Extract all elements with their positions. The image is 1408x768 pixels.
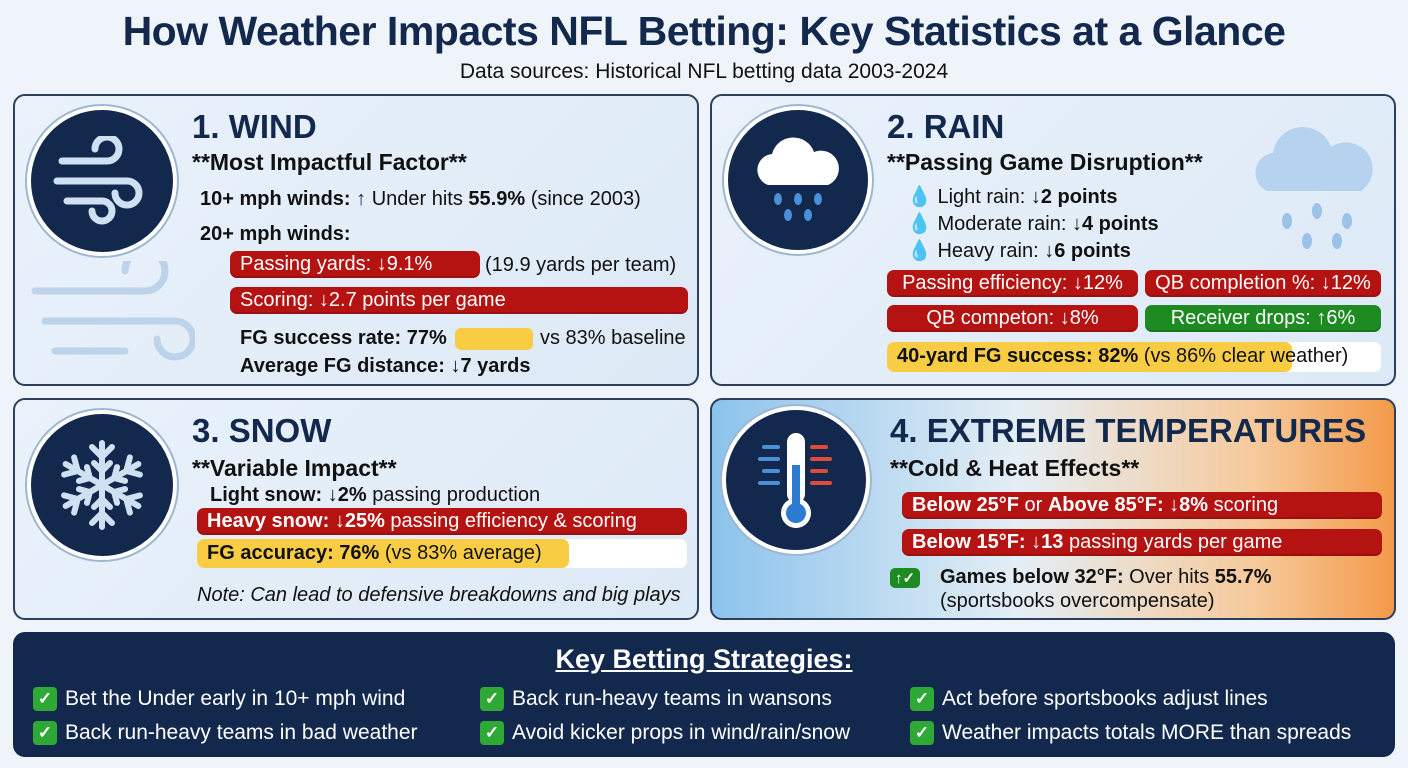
page-subtitle: Data sources: Historical NFL betting dat… <box>459 60 949 83</box>
snow-fg-fill <box>197 539 570 568</box>
wind-icon <box>27 106 177 256</box>
receiver-drops-badge: Receiver drops: ↑6% <box>1145 305 1381 332</box>
light-snow-line: Light snow: ↓2% passing production <box>210 484 541 506</box>
wind-decoration-icon <box>31 261 195 361</box>
over-trend-badge: ↑✓ <box>890 568 921 588</box>
wind-panel: 1. WIND **Most Impactful Factor** 10+ mp… <box>13 94 699 386</box>
moderate-rain-item: 💧 Moderate rain: ↓4 points <box>907 213 1159 235</box>
snow-fg-accuracy-bar: FG accuracy: 76% (vs 83% average) <box>197 539 687 568</box>
fg-success-label: FG success rate: 77% <box>240 327 447 349</box>
snow-heading: 3. SNOW <box>192 412 332 449</box>
check-icon: ✓ <box>480 687 504 711</box>
strategy-item: ✓ Act before sportsbooks adjust lines <box>910 687 1268 711</box>
below-32-line: Games below 32°F: Over hits 55.7% <box>940 566 1272 588</box>
passing-yards-note: (19.9 yards per team) <box>485 254 677 276</box>
rain-heading: 2. RAIN <box>887 108 1005 145</box>
rain-cloud-decoration-icon <box>1255 127 1373 249</box>
snow-subheading: **Variable Impact** <box>192 455 397 481</box>
check-icon: ✓ <box>33 687 57 711</box>
temperature-panel: 4. EXTREME TEMPERATURES **Cold & Heat Ef… <box>710 398 1396 620</box>
page-title: How Weather Impacts NFL Betting: Key Sta… <box>122 8 1286 54</box>
snowflake-icon <box>27 410 177 560</box>
qb-completion-badge: QB completion %: ↓12% <box>1145 270 1381 297</box>
strategy-item: ✓ Bet the Under early in 10+ mph wind <box>33 687 405 711</box>
fg-success-bar <box>455 328 533 350</box>
fg-baseline-text: vs 83% baseline <box>540 327 686 349</box>
passing-efficiency-badge: Passing efficiency: ↓12% <box>887 270 1138 297</box>
rain-subheading: **Passing Game Disruption** <box>887 149 1203 175</box>
wind-heading: 1. WIND <box>192 108 317 145</box>
light-rain-item: 💧 Light rain: ↓2 points <box>907 186 1118 208</box>
snow-fg-text: FG accuracy: 76% (vs 83% average) <box>207 542 542 564</box>
temp-subheading: **Cold & Heat Effects** <box>890 455 1140 481</box>
strategy-item: ✓ Weather impacts totals MORE than spread… <box>910 721 1351 745</box>
strategies-panel: Key Betting Strategies: ✓ Bet the Under e… <box>13 632 1395 757</box>
snow-note: Note: Can lead to defensive breakdowns a… <box>197 584 681 606</box>
wind-20mph-label: 20+ mph winds: <box>200 223 351 245</box>
avg-fg-distance: Average FG distance: ↓7 yards <box>240 355 531 377</box>
heavy-rain-item: 💧 Heavy rain: ↓6 points <box>907 240 1131 262</box>
check-icon: ✓ <box>480 721 504 745</box>
rain-fg-success-bar: 40-yard FG success: 82% (vs 86% clear we… <box>887 342 1381 372</box>
strategy-item: ✓ Avoid kicker props in wind/rain/snow <box>480 721 850 745</box>
check-icon: ✓ <box>910 721 934 745</box>
strategies-title: Key Betting Strategies: <box>555 644 853 674</box>
below-15-badge: Below 15°F: ↓13 passing yards per game <box>902 529 1382 556</box>
heavy-snow-badge: Heavy snow: ↓25% passing efficiency & sc… <box>197 508 687 535</box>
strategy-item: ✓ Back run-heavy teams in wansons <box>480 687 832 711</box>
check-icon: ✓ <box>33 721 57 745</box>
extreme-temp-scoring-badge: Below 25°F or Above 85°F: ↓8% scoring <box>902 492 1382 519</box>
rain-fg-text: 40-yard FG success: 82% (vs 86% clear we… <box>897 345 1349 367</box>
snow-panel: 3. SNOW **Variable Impact** Light snow: … <box>13 398 699 620</box>
qb-competon-badge: QB competon: ↓8% <box>887 305 1138 332</box>
wind-10mph-line: 10+ mph winds: ↑ Under hits 55.9% (since… <box>200 188 641 210</box>
rain-cloud-icon <box>724 106 872 254</box>
rain-fg-fill <box>887 342 1293 372</box>
wind-subheading: **Most Impactful Factor** <box>192 149 467 175</box>
passing-yards-badge: Passing yards: ↓9.1% <box>230 251 480 278</box>
sportsbooks-note: (sportsbooks overcompensate) <box>940 590 1215 612</box>
thermometer-icon <box>722 406 870 554</box>
scoring-badge: Scoring: ↓2.7 points per game <box>230 287 688 314</box>
rain-panel: 2. RAIN **Passing Game Disruption** 💧 Li… <box>710 94 1396 386</box>
temp-heading: 4. EXTREME TEMPERATURES <box>890 412 1367 449</box>
strategy-item: ✓ Back run-heavy teams in bad weather <box>33 721 418 745</box>
check-icon: ✓ <box>910 687 934 711</box>
